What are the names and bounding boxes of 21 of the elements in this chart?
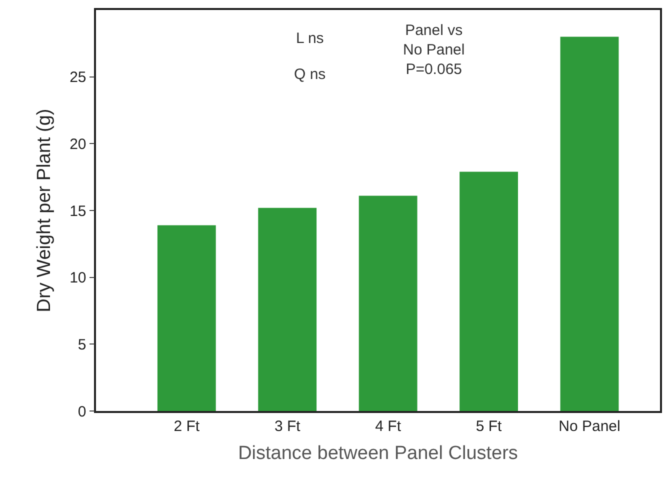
x-axis-title: Distance between Panel Clusters bbox=[238, 443, 518, 464]
bar bbox=[157, 225, 216, 411]
bar bbox=[460, 172, 518, 411]
x-tick-label: 4 Ft bbox=[375, 418, 402, 435]
y-tick-label: 5 bbox=[78, 336, 86, 354]
y-tick-label: 10 bbox=[70, 270, 86, 287]
annotation: Q ns bbox=[294, 66, 326, 83]
y-tick-label: 25 bbox=[70, 69, 86, 86]
x-tick-label: 2 Ft bbox=[174, 418, 200, 435]
bar bbox=[258, 208, 317, 411]
y-axis-title: Dry Weight per Plant (g) bbox=[34, 108, 55, 312]
x-tick-label: 3 Ft bbox=[274, 418, 302, 435]
annotation: Panel vs No Panel P=0.065 bbox=[403, 22, 465, 78]
y-tick-label: 15 bbox=[70, 202, 86, 220]
bar bbox=[358, 196, 418, 411]
x-tick-label: 5 Ft bbox=[476, 418, 503, 435]
x-tick-label: No Panel bbox=[558, 418, 620, 435]
annotation: L ns bbox=[296, 30, 324, 47]
y-tick-label: 20 bbox=[70, 136, 86, 153]
y-tick-label: 0 bbox=[78, 403, 86, 420]
bar bbox=[560, 36, 619, 411]
